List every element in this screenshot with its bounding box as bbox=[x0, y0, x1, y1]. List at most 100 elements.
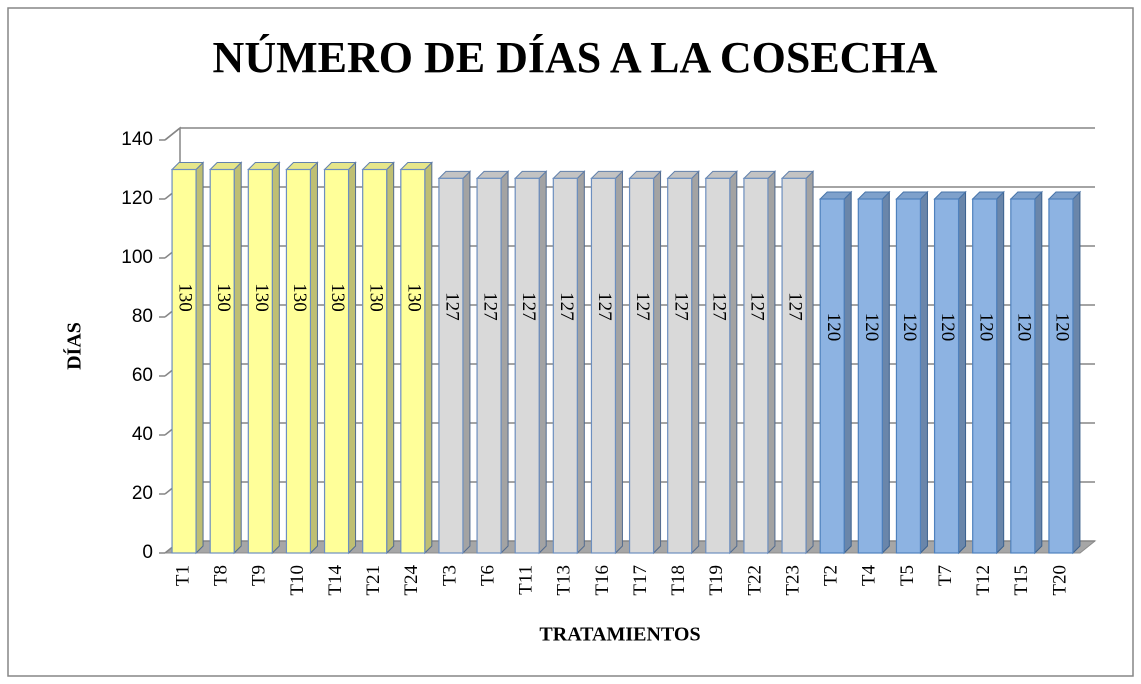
x-tick-label: T24 bbox=[401, 565, 422, 596]
y-tick-label: 0 bbox=[142, 542, 153, 563]
bar-side bbox=[919, 190, 928, 555]
x-tick-label: T16 bbox=[592, 565, 613, 596]
bar-side bbox=[881, 190, 890, 555]
bar-side bbox=[843, 190, 852, 555]
bar bbox=[400, 168, 426, 554]
y-tick-label: 140 bbox=[121, 129, 153, 150]
data-label: 120 bbox=[937, 313, 958, 342]
data-label: 127 bbox=[442, 292, 463, 321]
bar bbox=[285, 168, 312, 554]
data-label: 130 bbox=[213, 283, 234, 312]
data-label: 120 bbox=[1052, 313, 1073, 342]
bar bbox=[590, 177, 617, 554]
x-tick-label: T11 bbox=[516, 565, 537, 595]
bar-side bbox=[538, 170, 547, 555]
data-label: 127 bbox=[480, 292, 501, 321]
x-tick-label: T22 bbox=[744, 565, 765, 596]
bar bbox=[209, 168, 235, 554]
bar-side bbox=[614, 170, 623, 555]
x-tick-label: T1 bbox=[172, 565, 193, 586]
bar-side bbox=[996, 190, 1005, 555]
bar bbox=[552, 177, 578, 554]
x-tick-label: T15 bbox=[1011, 565, 1032, 596]
bar-side bbox=[729, 170, 738, 555]
bar-side bbox=[1034, 190, 1043, 555]
y-tick-label: 100 bbox=[121, 247, 153, 268]
y-axis-title: DÍAS bbox=[63, 322, 86, 370]
x-tick-label: T21 bbox=[363, 565, 384, 596]
data-label: 130 bbox=[403, 283, 424, 312]
bar bbox=[895, 198, 922, 554]
bar-side bbox=[958, 190, 967, 555]
x-tick-label: T14 bbox=[325, 565, 346, 596]
bar bbox=[933, 198, 960, 554]
x-tick-label: T9 bbox=[249, 565, 270, 586]
bar-side bbox=[653, 170, 662, 555]
bar bbox=[857, 198, 883, 554]
bar bbox=[781, 177, 807, 554]
data-label: 127 bbox=[594, 292, 615, 321]
y-tick-label: 120 bbox=[121, 188, 153, 209]
x-tick-label: T7 bbox=[935, 565, 956, 586]
data-label: 130 bbox=[365, 283, 386, 312]
data-label: 127 bbox=[670, 292, 691, 321]
data-label: 127 bbox=[518, 292, 539, 321]
bar bbox=[362, 168, 388, 554]
bar bbox=[438, 177, 464, 554]
y-tick-label: 60 bbox=[132, 365, 153, 386]
data-label: 120 bbox=[823, 313, 844, 342]
x-tick-label: T5 bbox=[897, 565, 918, 586]
x-tick-label: T6 bbox=[477, 565, 498, 586]
y-tick-label: 40 bbox=[132, 424, 153, 445]
bar bbox=[323, 168, 350, 554]
y-tick-label: 80 bbox=[132, 306, 153, 327]
bar-side bbox=[271, 161, 280, 555]
data-label: 127 bbox=[708, 292, 729, 321]
bar bbox=[476, 177, 502, 554]
bar-side bbox=[386, 161, 395, 555]
bar-side bbox=[767, 170, 776, 555]
bar bbox=[667, 177, 693, 554]
y-tick-label: 20 bbox=[132, 483, 153, 504]
data-label: 120 bbox=[861, 313, 882, 342]
x-tick-label: T20 bbox=[1049, 565, 1070, 596]
bar bbox=[819, 198, 845, 554]
x-tick-label: T12 bbox=[973, 565, 994, 596]
bar bbox=[628, 177, 655, 554]
x-tick-label: T8 bbox=[211, 565, 232, 586]
bar-side bbox=[1072, 190, 1081, 555]
bar-side bbox=[691, 170, 700, 555]
bar bbox=[514, 177, 540, 554]
x-tick-label: T23 bbox=[782, 565, 803, 596]
bar-side bbox=[309, 161, 318, 555]
bar bbox=[705, 177, 731, 554]
bar bbox=[743, 177, 769, 554]
bar-side bbox=[348, 161, 357, 555]
data-label: 127 bbox=[556, 292, 577, 321]
x-tick-label: T17 bbox=[630, 565, 651, 596]
bar bbox=[1010, 198, 1036, 554]
x-tick-label: T19 bbox=[706, 565, 727, 596]
bar-side bbox=[576, 170, 585, 555]
bar-side bbox=[500, 170, 509, 555]
data-label: 130 bbox=[289, 283, 310, 312]
bar-side bbox=[805, 170, 814, 555]
x-tick-label: T2 bbox=[821, 565, 842, 586]
x-tick-label: T13 bbox=[554, 565, 575, 596]
bar bbox=[1048, 198, 1074, 554]
chart-title: NÚMERO DE DÍAS A LA COSECHA bbox=[213, 33, 938, 82]
data-label: 130 bbox=[327, 283, 348, 312]
data-label: 127 bbox=[785, 292, 806, 321]
data-label: 127 bbox=[632, 292, 653, 321]
bar bbox=[972, 198, 998, 554]
x-axis-title: TRATAMIENTOS bbox=[539, 624, 700, 646]
bar-side bbox=[462, 170, 471, 555]
data-label: 127 bbox=[747, 292, 768, 321]
data-label: 130 bbox=[175, 283, 196, 312]
x-tick-label: T4 bbox=[859, 565, 880, 587]
bar-side bbox=[195, 161, 204, 555]
data-label: 120 bbox=[975, 313, 996, 342]
bar-side bbox=[424, 161, 433, 555]
x-tick-label: T18 bbox=[668, 565, 689, 596]
